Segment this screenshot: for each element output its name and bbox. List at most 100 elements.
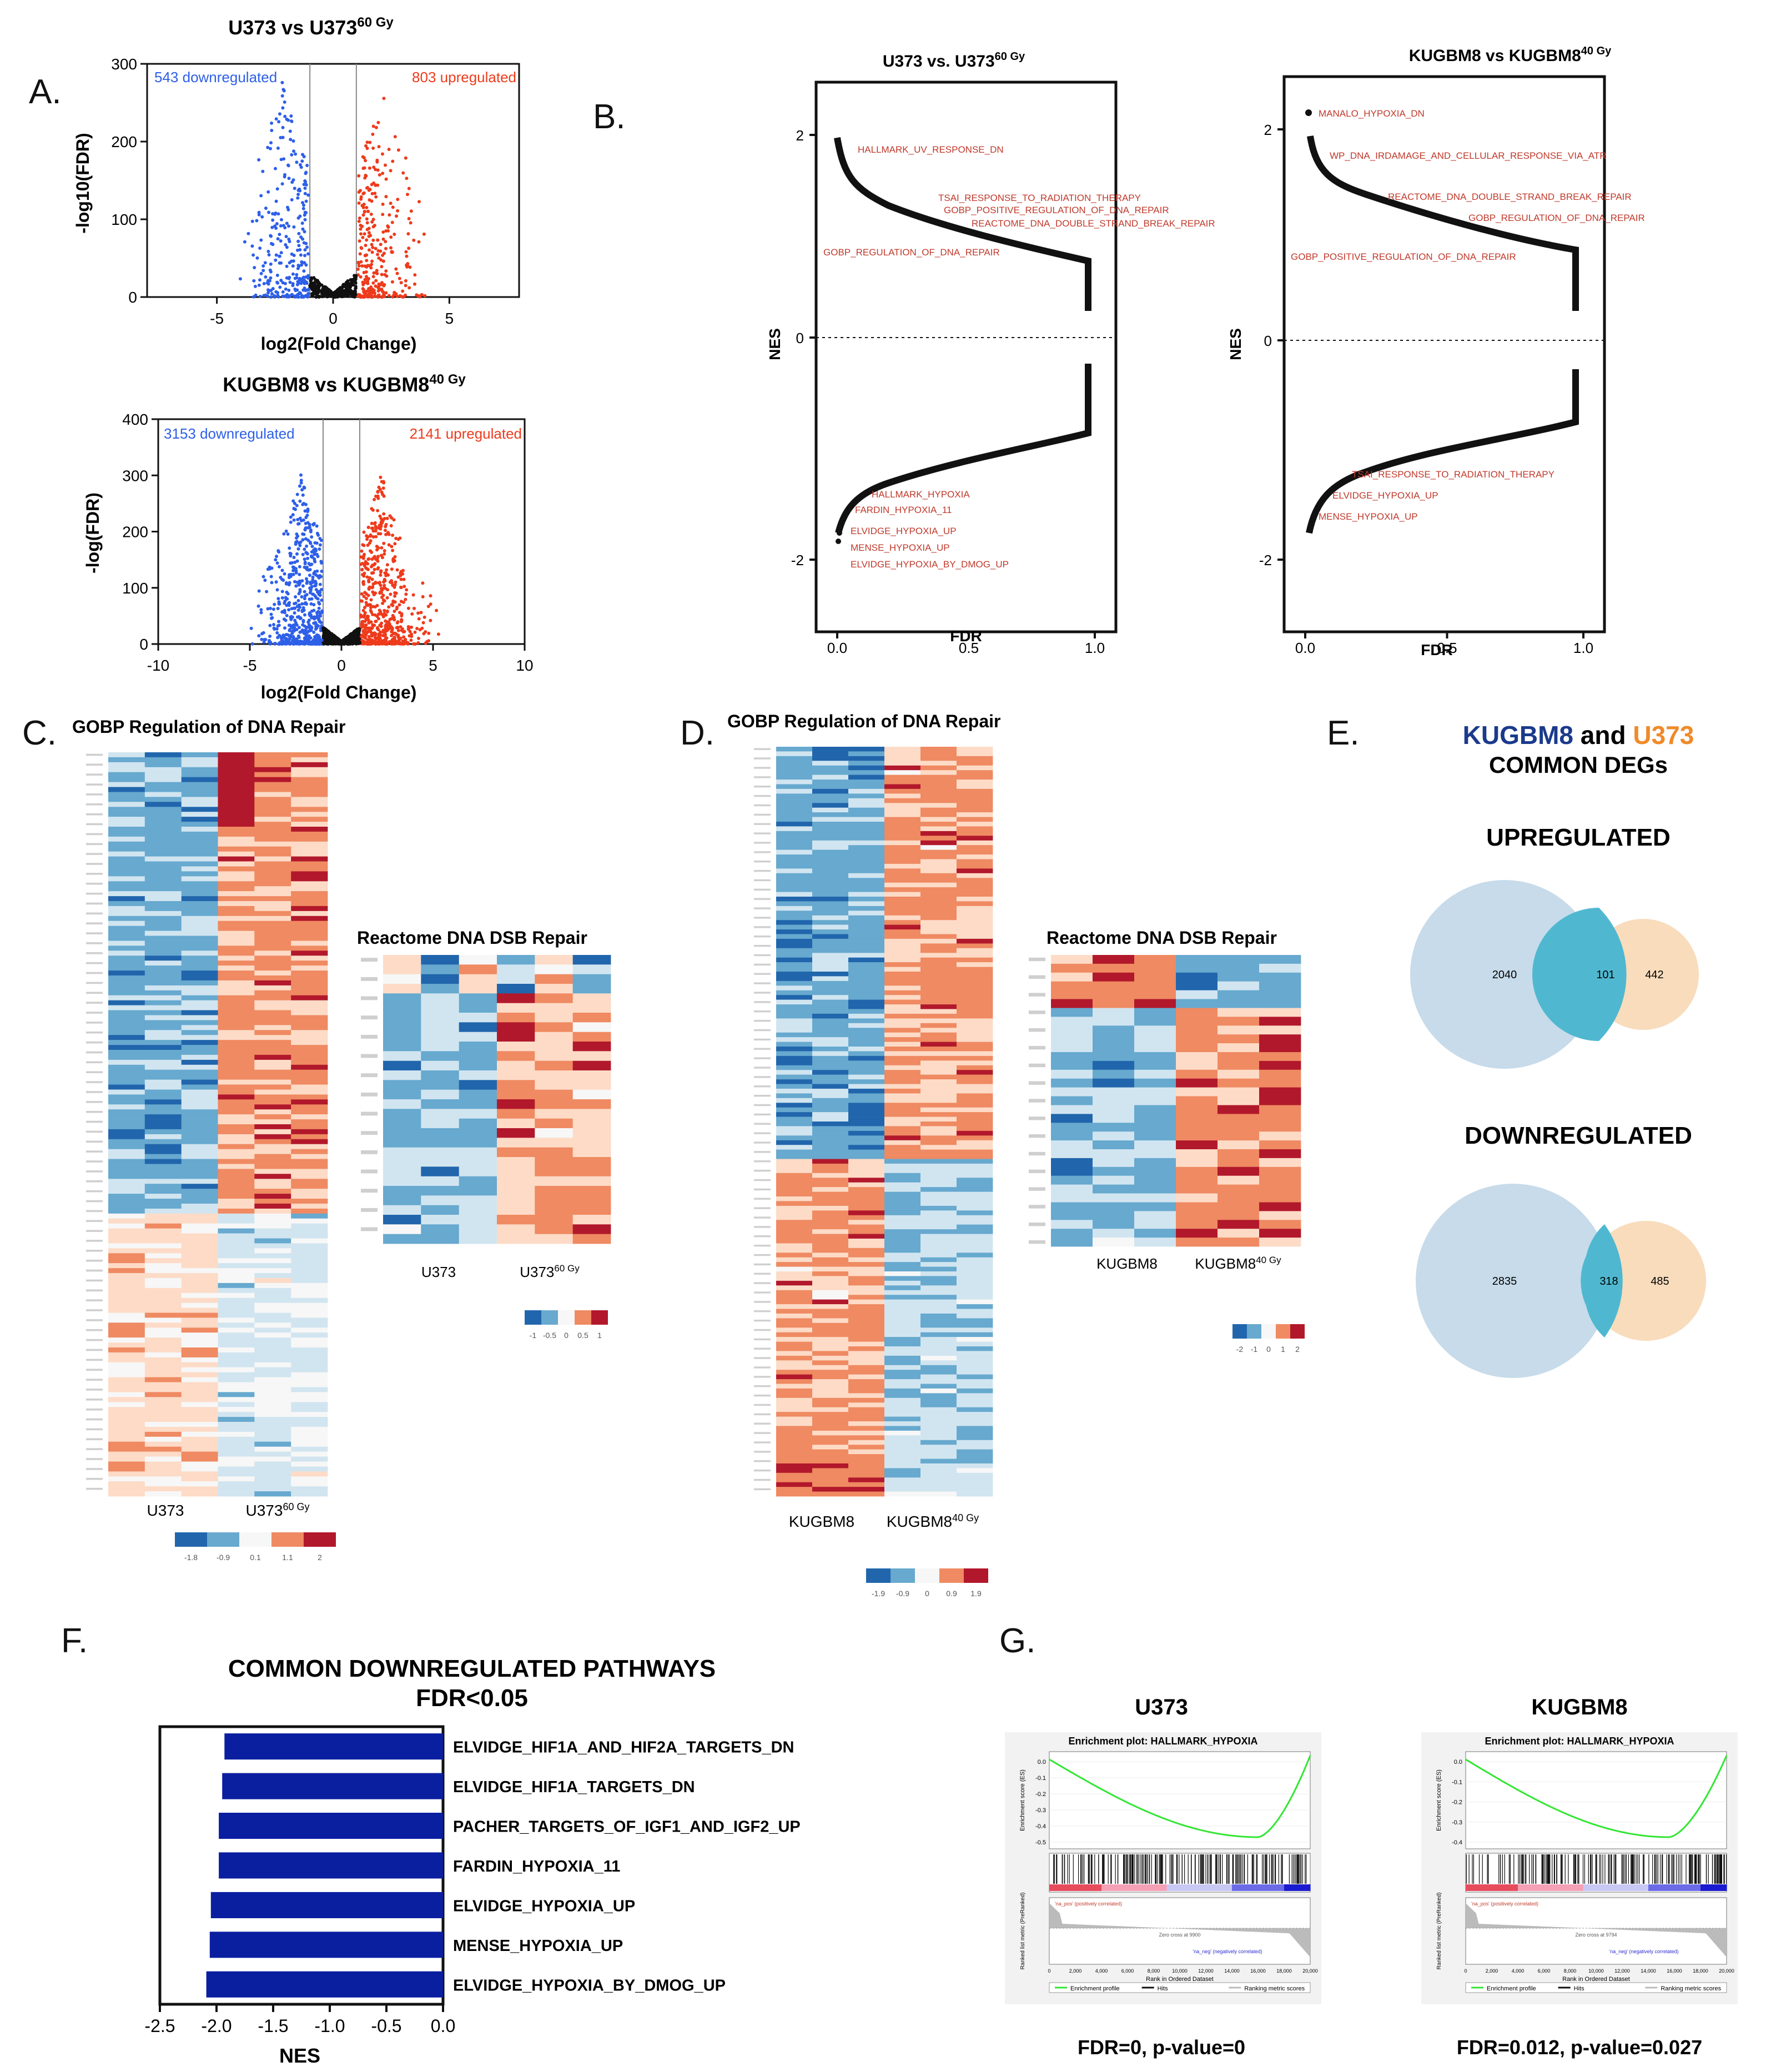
heatmap-cell — [848, 995, 885, 1000]
heatmap-cell — [144, 1114, 182, 1120]
heatmap-cell — [884, 826, 921, 832]
heatmap-cell — [920, 1042, 957, 1047]
heatmap-cell — [957, 887, 993, 892]
heatmap-c-side-legend: -1 -0.5 0 0.5 1 — [525, 1310, 608, 1340]
heatmap-cell — [920, 972, 957, 977]
volcano-point — [373, 192, 377, 195]
volcano-point — [312, 630, 316, 634]
heatmap-cell — [884, 775, 921, 780]
legend-swatch — [239, 1532, 271, 1547]
heatmap-cell — [848, 897, 885, 902]
heatmap-cell — [812, 1379, 849, 1384]
heatmap-cell — [108, 1119, 145, 1125]
nes-1-up-curve — [834, 137, 1091, 311]
heatmap-cell — [920, 775, 957, 780]
heatmap-cell — [254, 1486, 291, 1492]
volcano-point — [380, 273, 384, 276]
heatmap-cell — [884, 807, 921, 813]
heatmap-cell — [291, 1362, 328, 1368]
volcano-point — [384, 177, 388, 181]
heatmap-cell — [957, 775, 993, 780]
heatmap-cell — [218, 1317, 255, 1323]
volcano-point — [384, 291, 388, 295]
heatmap-cell — [812, 1210, 849, 1216]
heatmap-cell — [812, 1060, 849, 1066]
heatmap-cell — [884, 1009, 921, 1014]
heatmap-cell — [812, 1280, 849, 1286]
heatmap-cell — [144, 1283, 182, 1289]
legend-label: 0.1 — [250, 1553, 261, 1562]
heatmap-cell — [957, 836, 993, 841]
heatmap-cell — [218, 817, 255, 822]
heatmap-row-label — [361, 1131, 378, 1135]
heatmap-cell — [848, 1140, 885, 1145]
volcano-1-title: U373 vs U37360 Gy — [228, 15, 394, 39]
heatmap-cell — [848, 779, 885, 784]
volcano-point — [417, 636, 420, 640]
heatmap-cell — [218, 836, 255, 842]
volcano-point — [371, 295, 375, 299]
nes-1-point — [837, 530, 842, 536]
heatmap-cell — [920, 1463, 957, 1468]
volcano-point — [384, 613, 388, 617]
heatmap-cell — [254, 866, 291, 872]
heatmap-cell — [957, 831, 993, 836]
volcano-point — [382, 580, 385, 584]
heatmap-cell — [535, 1224, 573, 1234]
heatmap-cell — [254, 1332, 291, 1338]
heatmap-cell — [848, 1276, 885, 1281]
heatmap-cell — [291, 921, 328, 926]
heatmap-cell — [144, 1417, 182, 1422]
heatmap-cell — [884, 1266, 921, 1272]
heatmap-cell — [957, 1365, 993, 1370]
heatmap-cell — [848, 938, 885, 944]
heatmap-cell — [144, 946, 182, 951]
heatmap-cell — [421, 1118, 459, 1129]
heatmap-cell — [535, 1022, 573, 1032]
heatmap-cell — [920, 1337, 957, 1342]
heatmap-cell — [884, 938, 921, 944]
heatmap-cell — [254, 1189, 291, 1194]
volcano-point — [304, 521, 308, 525]
heatmap-row-label — [86, 1399, 103, 1401]
heatmap-cell — [421, 1224, 459, 1234]
volcano-point — [367, 635, 371, 638]
volcano-point — [381, 598, 385, 602]
heatmap-cell — [572, 1013, 611, 1023]
heatmap-cell — [957, 765, 993, 771]
volcano-point — [302, 501, 306, 505]
heatmap-cell — [181, 921, 218, 926]
heatmap-cell — [254, 916, 291, 922]
volcano-point — [341, 295, 345, 298]
nes-2-title: KUGBM8 vs KUGBM840 Gy — [1409, 45, 1612, 65]
heatmap-cell — [957, 1393, 993, 1399]
heatmap-cell — [812, 1135, 849, 1141]
heatmap-cell — [776, 1412, 813, 1417]
volcano-point — [390, 633, 393, 637]
volcano-point — [283, 173, 286, 177]
volcano-point — [307, 618, 311, 622]
heatmap-cell — [254, 1134, 291, 1140]
heatmap-cell — [920, 1079, 957, 1084]
heatmap-cell — [920, 1430, 957, 1436]
volcano-point — [390, 630, 394, 633]
heatmap-cell — [291, 1243, 328, 1249]
volcano-point — [291, 178, 295, 182]
heatmap-cell — [181, 970, 218, 976]
volcano-point — [314, 547, 318, 551]
heatmap-cell — [920, 1416, 957, 1422]
heatmap-cell — [776, 1215, 813, 1220]
heatmap-cell — [920, 1093, 957, 1099]
heatmap-cell — [812, 788, 849, 794]
heatmap-cell — [218, 1446, 255, 1452]
volcano-point — [271, 212, 275, 215]
volcano-point — [269, 147, 272, 150]
volcano-point — [426, 605, 430, 608]
volcano-point — [295, 492, 299, 496]
heatmap-cell — [812, 1112, 849, 1117]
heatmap-cell — [957, 1271, 993, 1276]
heatmap-cell — [383, 1138, 421, 1148]
heatmap-cell — [108, 1481, 145, 1487]
heatmap-cell — [920, 1126, 957, 1131]
volcano-point — [296, 547, 300, 551]
